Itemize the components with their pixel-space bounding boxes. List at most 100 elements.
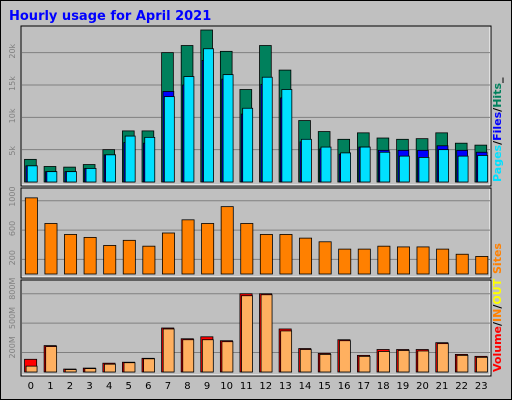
bar-pages [379, 151, 391, 183]
panel-volume-ytick-label: 500M [8, 307, 17, 329]
bar-pages [261, 76, 273, 183]
bar-kbin [397, 350, 410, 373]
xtick-label: 20 [416, 381, 429, 392]
bar-pages [320, 146, 332, 183]
panel-hits-files-pages-legend-item: / [491, 107, 504, 112]
bar-pages [105, 154, 116, 183]
bar-pages [359, 146, 371, 183]
panel-volume-ytick-label: 800M [8, 278, 17, 300]
xtick-label: 21 [436, 381, 449, 392]
bar-pages [281, 89, 293, 183]
bar-kbin [456, 354, 469, 373]
bar-sites [161, 232, 175, 275]
bar-kbin [84, 368, 97, 373]
panel-volume-legend-item: / [491, 321, 504, 326]
bar-pages [85, 168, 97, 183]
panel-hits-files-pages-legend-item: Pages [491, 144, 504, 182]
chart-title: Hourly usage for April 2021 [9, 9, 211, 24]
bar-sites [44, 223, 58, 275]
bar-sites [377, 245, 391, 275]
bar-kbin [436, 343, 449, 373]
bar-pages [163, 96, 175, 183]
panel-hits-files-pages-legend-item: / [491, 140, 504, 145]
bar-pages [398, 155, 410, 183]
bar-kbin [417, 350, 430, 373]
bar-sites [299, 237, 313, 275]
xtick-label: 15 [318, 381, 331, 392]
bar-kbin [378, 351, 390, 373]
panel-sites-ytick-label: 600 [8, 221, 17, 236]
bar-kbin [358, 355, 371, 373]
bar-pages [457, 155, 469, 183]
bar-pages [242, 107, 254, 183]
panel-volume [20, 279, 492, 377]
bar-pages [438, 149, 449, 183]
panel-hits-files-pages-legend-item: Hits [491, 83, 504, 108]
panel-hits-files-pages-ytick-label: 15k [8, 76, 17, 91]
bar-kbin [104, 363, 116, 373]
bar-sites [455, 253, 469, 275]
xtick-label: 10 [220, 381, 233, 392]
bar-pages [203, 48, 214, 183]
bar-sites [338, 248, 352, 275]
bar-pages [124, 135, 136, 183]
bar-sites [122, 239, 136, 275]
panel-hits-files-pages-legend: Pages/Files/Hits_ [491, 77, 504, 182]
bar-sites [83, 236, 97, 275]
bar-sites [24, 197, 38, 275]
bar-pages [477, 155, 489, 183]
bar-sites [259, 234, 273, 275]
panel-sites-ytick-label: 1000 [8, 186, 17, 206]
bar-pages [301, 138, 312, 183]
panel-hits-files-pages-legend-item: Files [491, 111, 504, 141]
xtick-label: 11 [240, 381, 253, 392]
bar-sites [396, 246, 410, 275]
xtick-label: 0 [28, 381, 34, 392]
bar-kbin [339, 340, 351, 373]
panel-hits-files-pages-legend-item: _ [491, 77, 504, 83]
bar-pages [183, 76, 195, 183]
bar-kbin [25, 365, 38, 373]
panel-volume-legend-item: Volume [491, 326, 504, 372]
bar-kbin [45, 346, 58, 373]
panel-sites [20, 187, 492, 279]
bar-sites [318, 241, 332, 275]
panel-volume-legend: Volume/IN/OUT [491, 278, 504, 372]
bar-pages [340, 152, 351, 183]
xtick-label: 2 [67, 381, 73, 392]
xtick-label: 23 [475, 381, 488, 392]
panel-sites-ytick-label: 200 [8, 250, 17, 265]
bar-kbin [221, 341, 234, 373]
bar-kbin [123, 362, 136, 373]
bar-sites [357, 248, 371, 275]
xtick-label: 9 [204, 381, 210, 392]
bar-pages [26, 165, 38, 183]
xtick-label: 6 [145, 381, 151, 392]
xtick-label: 17 [357, 381, 370, 392]
bar-sites [475, 256, 489, 275]
bar-kbin [64, 369, 77, 373]
bar-sites [103, 245, 117, 275]
bar-sites [64, 234, 78, 275]
panel-volume-ytick-label: 200M [8, 336, 17, 358]
bar-kbin [182, 339, 195, 373]
bar-pages [144, 136, 156, 183]
bar-kbin [241, 295, 253, 373]
bar-pages [46, 171, 58, 183]
xtick-label: 4 [106, 381, 112, 392]
bar-kbin [162, 328, 175, 373]
bar-kbin [143, 358, 155, 373]
xtick-label: 5 [126, 381, 132, 392]
panel-hits-files-pages-ytick-label: 5k [8, 146, 17, 156]
xtick-label: 8 [184, 381, 190, 392]
panel-sites-legend-item: Sites [491, 243, 504, 274]
bar-pages [66, 171, 77, 183]
bar-sites [279, 234, 293, 275]
bar-sites [201, 223, 215, 275]
bar-kbin [280, 330, 293, 373]
xtick-label: 13 [279, 381, 292, 392]
xtick-label: 3 [86, 381, 92, 392]
panel-hits-files-pages-ytick-label: 10k [8, 108, 17, 123]
xtick-label: 19 [397, 381, 410, 392]
